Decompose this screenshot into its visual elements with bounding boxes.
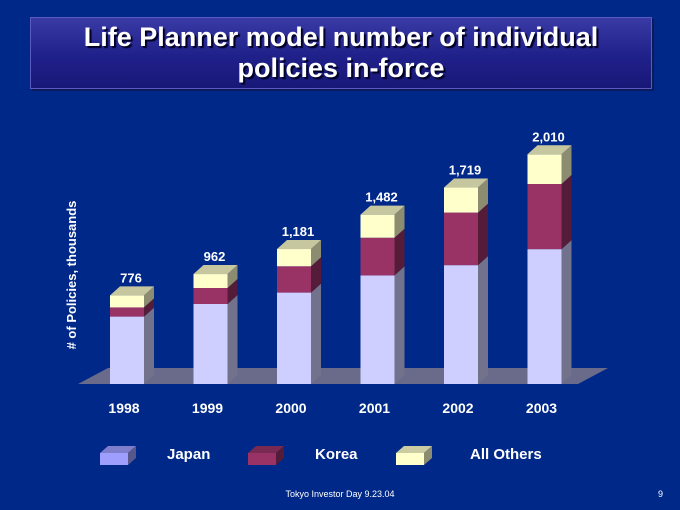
bar-japan-2003 bbox=[527, 249, 562, 384]
bar-korea-2000 bbox=[277, 266, 311, 293]
bar-side-korea-2001 bbox=[394, 228, 405, 276]
chart-title: Life Planner model number of individual … bbox=[83, 22, 599, 83]
bar-all-others-2002 bbox=[444, 187, 478, 213]
bar-japan-2001 bbox=[360, 275, 395, 384]
bar-all-others-1998 bbox=[110, 295, 144, 308]
bar-side-all-others-1999 bbox=[227, 265, 238, 288]
x-tick-label-1998: 1998 bbox=[108, 400, 139, 416]
legend-swatches bbox=[100, 446, 432, 465]
bar-side-all-others-2002 bbox=[478, 178, 488, 213]
legend-swatch-all-others bbox=[396, 453, 424, 465]
bar-korea-2001 bbox=[360, 237, 395, 276]
bar-japan-1998 bbox=[110, 316, 144, 384]
footer-text: Tokyo Investor Day 9.23.04 bbox=[285, 489, 395, 499]
bar-japan-2002 bbox=[444, 265, 478, 384]
bar-side-japan-1998 bbox=[144, 307, 154, 384]
bar-all-others-1999 bbox=[193, 274, 228, 288]
bar-korea-2002 bbox=[444, 212, 478, 266]
labels-group: 776 1998 962 1999 1,181 2000 1,482 2001 1,719 200… bbox=[64, 129, 565, 416]
x-tick-label-2000: 2000 bbox=[275, 400, 306, 416]
data-label-2001: 1,482 bbox=[365, 190, 398, 205]
data-label-1998: 776 bbox=[120, 270, 142, 285]
page-number: 9 bbox=[658, 489, 664, 499]
data-label-2003: 2,010 bbox=[532, 129, 565, 144]
legend-swatch-side-japan bbox=[128, 446, 136, 465]
x-tick-label-2003: 2003 bbox=[526, 400, 557, 416]
legend-swatch-side-all-others bbox=[424, 446, 432, 465]
bar-top-1999 bbox=[193, 265, 238, 275]
bar-japan-1999 bbox=[193, 304, 228, 384]
x-tick-label-2002: 2002 bbox=[442, 400, 473, 416]
legend-label-korea: Korea bbox=[315, 446, 358, 463]
bars-group bbox=[110, 145, 572, 384]
data-label-1999: 962 bbox=[204, 249, 226, 264]
bar-side-japan-1999 bbox=[227, 295, 238, 384]
data-label-2002: 1,719 bbox=[449, 163, 482, 178]
legend-swatch-top-japan bbox=[100, 446, 136, 453]
bar-korea-2003 bbox=[527, 184, 562, 250]
bar-top-2000 bbox=[277, 240, 321, 250]
bar-side-all-others-2003 bbox=[561, 145, 572, 184]
bar-side-all-others-2001 bbox=[394, 205, 405, 238]
x-tick-label-1999: 1999 bbox=[192, 400, 223, 416]
bar-side-japan-2002 bbox=[478, 256, 488, 384]
bar-side-korea-2003 bbox=[561, 175, 572, 250]
legend-swatch-japan bbox=[100, 453, 128, 465]
legend-swatch-side-korea bbox=[276, 446, 284, 465]
bar-japan-2000 bbox=[277, 292, 311, 384]
bar-all-others-2000 bbox=[277, 249, 311, 267]
bar-top-2001 bbox=[360, 205, 405, 215]
bar-all-others-2001 bbox=[360, 214, 395, 238]
bar-side-korea-1999 bbox=[227, 279, 238, 304]
bar-korea-1998 bbox=[110, 307, 144, 317]
x-tick-label-2001: 2001 bbox=[359, 400, 390, 416]
bar-all-others-2003 bbox=[527, 154, 562, 184]
bar-top-1998 bbox=[110, 286, 154, 296]
bar-side-korea-1998 bbox=[144, 298, 154, 317]
bar-side-japan-2003 bbox=[561, 240, 572, 384]
data-label-2000: 1,181 bbox=[282, 224, 315, 239]
title-banner: Life Planner model number of individual … bbox=[30, 17, 652, 89]
y-axis-label: # of Policies, thousands bbox=[64, 201, 79, 350]
bar-top-2003 bbox=[527, 145, 572, 155]
bar-side-korea-2002 bbox=[478, 203, 488, 266]
legend-label-japan: Japan bbox=[167, 446, 211, 463]
bar-top-2002 bbox=[444, 178, 488, 188]
legend-swatch-top-korea bbox=[248, 446, 284, 453]
bar-side-all-others-2000 bbox=[311, 240, 321, 267]
bar-side-all-others-1998 bbox=[144, 286, 154, 308]
legend-label-all-others: All Others bbox=[470, 446, 542, 463]
bar-side-japan-2000 bbox=[311, 283, 321, 384]
bar-side-korea-2000 bbox=[311, 257, 321, 293]
bar-korea-1999 bbox=[193, 288, 228, 304]
legend-swatch-top-all-others bbox=[396, 446, 432, 453]
legend-swatch-korea bbox=[248, 453, 276, 465]
bar-side-japan-2001 bbox=[394, 266, 405, 384]
